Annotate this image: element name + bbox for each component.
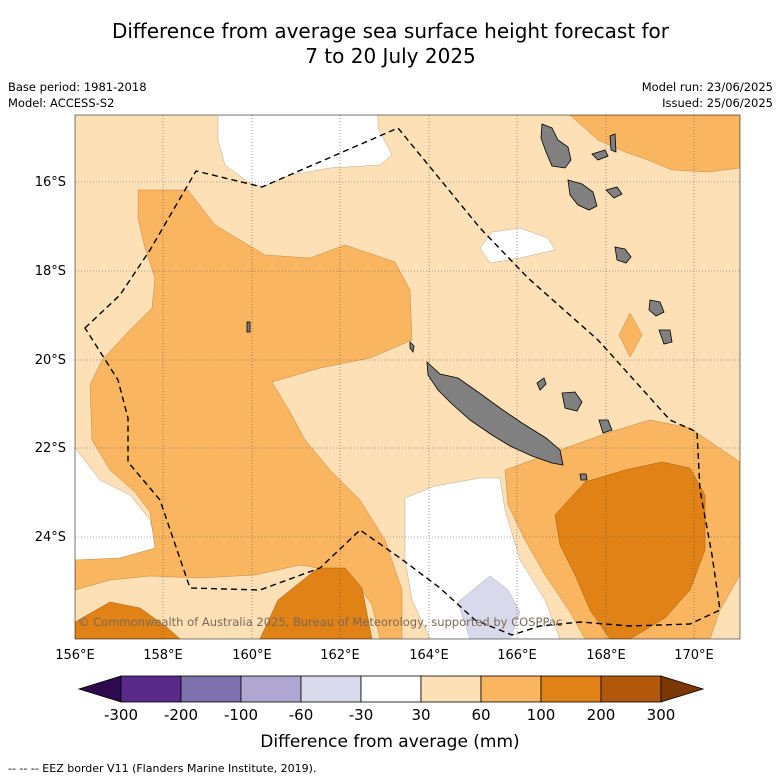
lat-label: 22°S xyxy=(35,441,66,456)
eez-legend-text: -- -- -- EEZ border V11 (Flanders Marine… xyxy=(8,762,317,775)
island-g-land xyxy=(409,341,415,353)
lon-label: 162°E xyxy=(320,648,360,663)
map-gridlines xyxy=(75,115,740,639)
lon-label: 170°E xyxy=(674,648,714,663)
island-b-land xyxy=(609,133,617,153)
efate-land xyxy=(605,186,623,199)
contour-negative-patch xyxy=(457,575,521,639)
lifou-land xyxy=(561,391,583,412)
new-caledonia-land xyxy=(426,361,564,466)
espiritu-santo-land xyxy=(540,123,572,169)
model-run-text: Model run: 23/06/2025 xyxy=(641,80,773,94)
colorbar-swatch xyxy=(360,675,422,703)
colorbar-tick-label: 200 xyxy=(587,706,616,724)
colorbar-swatch xyxy=(420,675,482,703)
model-text: Model: ACCESS-S2 xyxy=(8,96,115,110)
lon-label: 156°E xyxy=(55,648,95,663)
malekula-land xyxy=(567,179,598,211)
colorbar-tick-label: 60 xyxy=(471,706,490,724)
contour-60-100-east-top xyxy=(569,115,740,173)
colorbar-swatch xyxy=(120,675,182,703)
contour-100-200-south xyxy=(259,567,373,639)
contour-neutral-mid xyxy=(479,227,556,264)
lon-label: 168°E xyxy=(586,648,626,663)
lat-label: 18°S xyxy=(35,264,66,279)
colorbar-swatch xyxy=(240,675,302,703)
lat-label: 20°S xyxy=(35,353,66,368)
lon-label: 160°E xyxy=(232,648,272,663)
island-e-land xyxy=(579,473,588,481)
colorbar-swatch xyxy=(540,675,602,703)
colorbar-tick-label: 100 xyxy=(527,706,556,724)
lon-label: 166°E xyxy=(497,648,537,663)
ouvea-land xyxy=(536,377,547,391)
colorbar-swatch xyxy=(180,675,242,703)
island-f-land xyxy=(246,321,251,333)
colorbar-tick-label: -100 xyxy=(224,706,258,724)
map-frame xyxy=(74,114,741,640)
lon-label: 164°E xyxy=(409,648,449,663)
lon-axis: 156°E 158°E 160°E 162°E 164°E 166°E 168°… xyxy=(55,648,714,663)
chart-title: Difference from average sea surface heig… xyxy=(0,19,781,69)
colorbar-swatch xyxy=(300,675,362,703)
lat-axis: 16°S 18°S 20°S 22°S 24°S xyxy=(35,175,66,545)
erromango-land xyxy=(614,246,632,264)
title-line-2: 7 to 20 July 2025 xyxy=(305,44,476,68)
base-period-text: Base period: 1981-2018 xyxy=(8,80,147,94)
meta-left: Base period: 1981-2018 Model: ACCESS-S2 xyxy=(8,79,147,111)
colorbar-tick-label: -300 xyxy=(104,706,138,724)
map-plot-area: © Commonwealth of Australia 2025, Bureau… xyxy=(75,115,740,639)
issued-text: Issued: 25/06/2025 xyxy=(662,96,773,110)
colorbar-tick-label: -30 xyxy=(349,706,374,724)
contour-60-100-small xyxy=(618,312,643,358)
colorbar-extend-high xyxy=(660,675,705,703)
contour-100-200-sw xyxy=(75,601,181,639)
colorbar-tick-label: 30 xyxy=(411,706,430,724)
colorbar-swatch xyxy=(600,675,662,703)
colorbar-swatch xyxy=(480,675,542,703)
copyright-text: © Commonwealth of Australia 2025, Bureau… xyxy=(78,615,562,629)
colorbar-label: Difference from average (mm) xyxy=(260,732,519,752)
meta-right: Model run: 23/06/2025 Issued: 25/06/2025 xyxy=(642,79,773,111)
land-masses xyxy=(246,123,673,481)
colorbar-tick-label: -200 xyxy=(164,706,198,724)
eez-border-line xyxy=(84,127,721,636)
lat-label: 16°S xyxy=(35,175,66,190)
colorbar-ticks: -300 -200 -100 -60 -30 30 60 100 200 300 xyxy=(104,706,675,724)
colorbar-tick-label: -60 xyxy=(289,706,314,724)
colorbar xyxy=(77,675,705,703)
lon-label: 158°E xyxy=(143,648,183,663)
mare-land xyxy=(598,419,613,434)
colorbar-tick-label: 300 xyxy=(647,706,676,724)
colorbar-extend-low xyxy=(77,675,122,703)
island-d-land xyxy=(658,329,673,345)
title-line-1: Difference from average sea surface heig… xyxy=(111,19,670,43)
island-a-land xyxy=(591,149,609,161)
contour-neutral-top xyxy=(217,115,393,188)
lat-label: 24°S xyxy=(35,530,66,545)
island-c-land xyxy=(648,299,665,317)
contour-100-200-east xyxy=(554,461,706,639)
contour-neutral-south xyxy=(404,477,561,639)
